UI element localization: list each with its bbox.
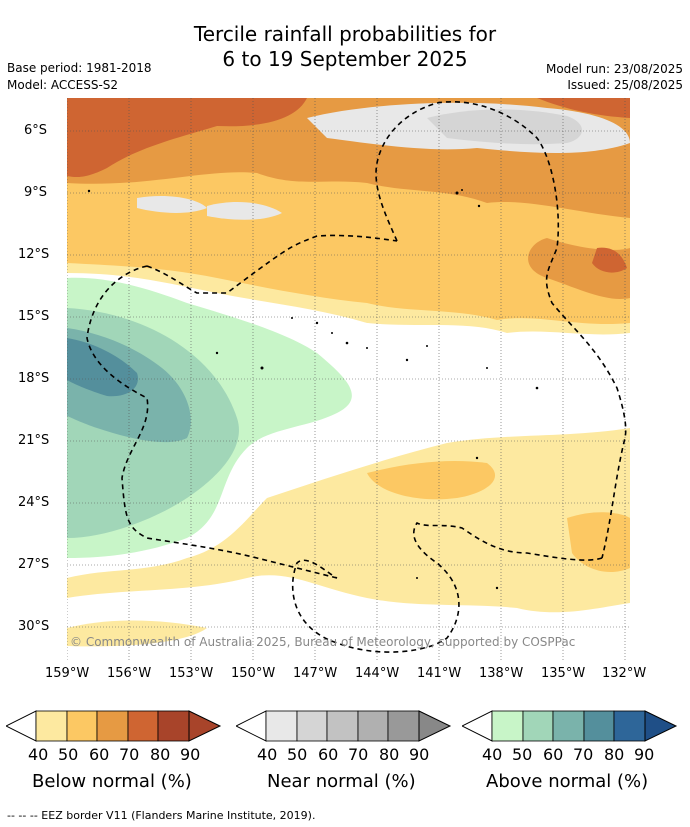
lon-tick-138w: 138°W: [479, 666, 524, 681]
eez-border-marquesas: [375, 100, 627, 559]
near-tick-80: 80: [379, 745, 400, 764]
below-normal-title: Below normal (%): [32, 771, 192, 792]
base-period-label: Base period: 1981-2018: [7, 61, 152, 75]
lat-tick-15s: 15°S: [18, 309, 50, 324]
eez-border-french-polynesia-west: [86, 265, 338, 579]
near-50-region: [427, 109, 582, 145]
white-south: [67, 575, 630, 661]
near-tick-90: 90: [409, 745, 430, 764]
eez-border-french-polynesia-center: [146, 234, 398, 294]
near-40-patch-2: [207, 202, 282, 220]
lat-tick-27s: 27°S: [18, 557, 50, 572]
lon-tick-147w: 147°W: [293, 666, 338, 681]
lat-tick-21s: 21°S: [18, 433, 50, 448]
lon-tick-132w: 132°W: [602, 666, 647, 681]
lat-tick-9s: 9°S: [24, 185, 48, 200]
graticule: [67, 98, 630, 661]
lat-tick-12s: 12°S: [18, 247, 50, 262]
lon-tick-135w: 135°W: [541, 666, 586, 681]
near-normal-title: Near normal (%): [267, 771, 416, 792]
lon-tick-144w: 144°W: [355, 666, 400, 681]
below-tick-60: 60: [89, 745, 110, 764]
lon-tick-156w: 156°W: [107, 666, 152, 681]
colorbar-near-normal: [236, 710, 452, 742]
lat-tick-6s: 6°S: [24, 123, 48, 138]
below-tick-40: 40: [28, 745, 49, 764]
model-label: Model: ACCESS-S2: [7, 78, 119, 92]
issued-label: Issued: 25/08/2025: [567, 78, 683, 92]
below-tick-70: 70: [119, 745, 140, 764]
above-tick-50: 50: [512, 745, 533, 764]
below-tick-90: 90: [180, 745, 201, 764]
colorbar-above-normal: [462, 710, 678, 742]
eez-border-south: [291, 521, 603, 653]
near-tick-50: 50: [287, 745, 308, 764]
below-70-region: [67, 98, 307, 178]
lon-tick-159w: 159°W: [45, 666, 90, 681]
near-tick-60: 60: [318, 745, 339, 764]
lon-tick-153w: 153°W: [169, 666, 214, 681]
title-line-2: 6 to 19 September 2025: [222, 47, 468, 71]
lat-tick-18s: 18°S: [18, 371, 50, 386]
below-70-region-ne: [537, 98, 630, 118]
copyright-text: © Commonwealth of Australia 2025, Bureau…: [70, 635, 575, 649]
above-tick-40: 40: [482, 745, 503, 764]
below-50-south-2: [567, 512, 630, 573]
near-tick-40: 40: [257, 745, 278, 764]
below-70-region-east: [592, 247, 627, 273]
below-tick-50: 50: [58, 745, 79, 764]
lat-tick-24s: 24°S: [18, 495, 50, 510]
lon-tick-150w: 150°W: [231, 666, 276, 681]
eez-footnote: -- -- -- EEZ border V11 (Flanders Marine…: [7, 809, 316, 822]
below-50-south: [367, 461, 496, 500]
above-tick-90: 90: [634, 745, 655, 764]
above-normal-title: Above normal (%): [486, 771, 649, 792]
title-line-1: Tercile rainfall probabilities for: [193, 22, 497, 46]
above-tick-70: 70: [573, 745, 594, 764]
near-tick-70: 70: [348, 745, 369, 764]
colorbar-below-normal: [6, 710, 222, 742]
below-tick-80: 80: [150, 745, 171, 764]
lon-tick-141w: 141°W: [417, 666, 462, 681]
island-markers: [87, 189, 539, 590]
model-run-label: Model run: 23/08/2025: [545, 62, 683, 76]
above-tick-60: 60: [543, 745, 564, 764]
rainfall-map: © Commonwealth of Australia 2025, Bureau…: [67, 98, 630, 661]
near-40-patch: [137, 196, 207, 213]
lat-tick-30s: 30°S: [18, 619, 50, 634]
eez-borders: [86, 100, 627, 653]
above-tick-80: 80: [604, 745, 625, 764]
